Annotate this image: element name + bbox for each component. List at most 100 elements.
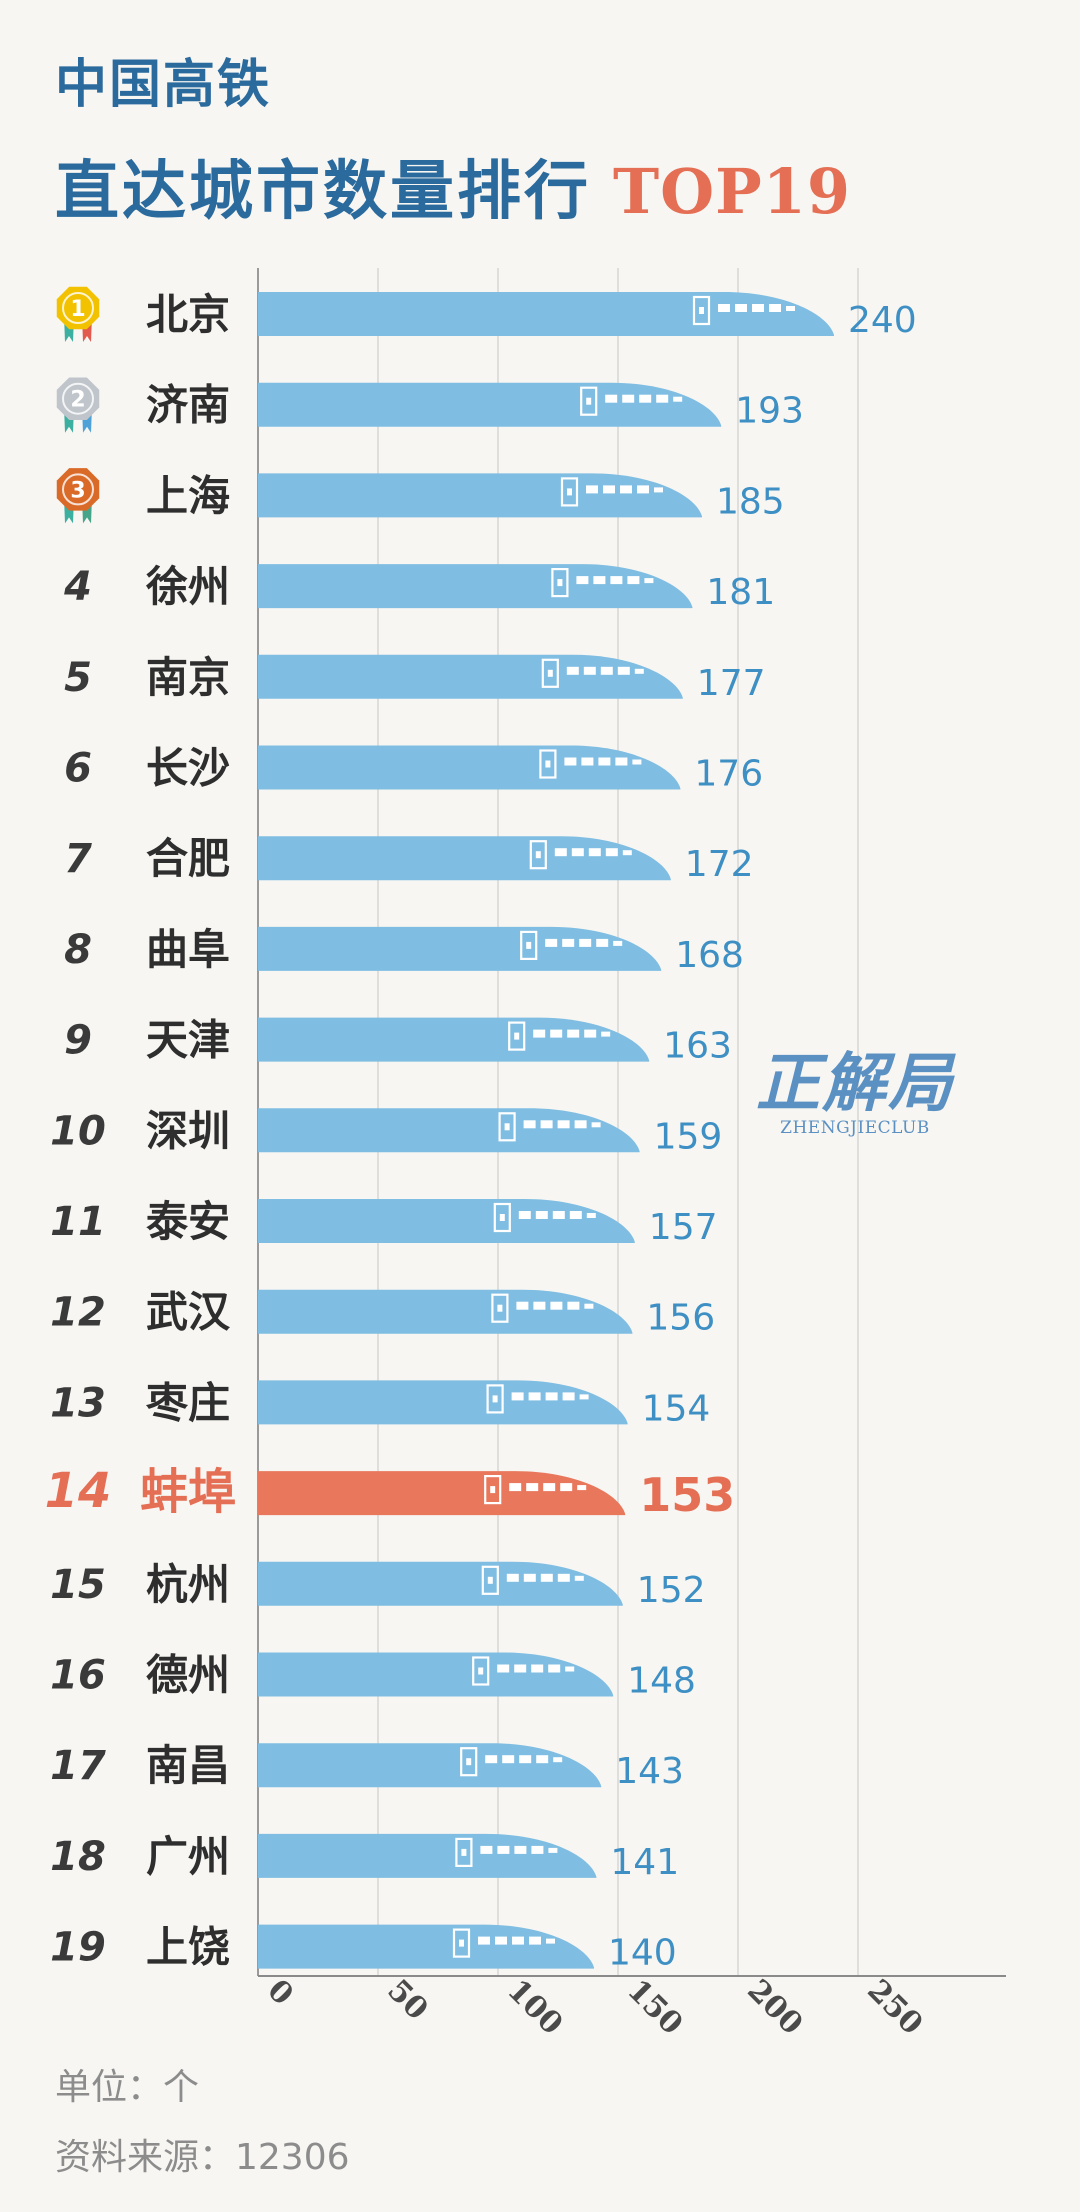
bar [258, 1199, 635, 1243]
medal-ring [62, 382, 94, 415]
train-door [452, 1928, 471, 1958]
train-window [553, 1757, 563, 1763]
city-label: 蚌埠 [140, 1464, 236, 1520]
bar-row: 8 曲阜 168 [64, 925, 744, 976]
train-window [603, 485, 615, 494]
rank-number: 15 [50, 1562, 106, 1608]
train-window [673, 396, 683, 402]
train-window [514, 1664, 527, 1673]
rank-number: 7 [64, 836, 92, 882]
train-window [565, 1666, 575, 1672]
train-window [615, 757, 628, 766]
train-door-window [547, 669, 553, 677]
bar [258, 1743, 602, 1788]
train-door [560, 477, 579, 507]
train-window [511, 1392, 524, 1401]
train-window [601, 1031, 611, 1037]
train-window [529, 1936, 541, 1945]
train-window [567, 1301, 580, 1310]
train-door-window [461, 1848, 467, 1856]
train-window [566, 666, 579, 675]
city-label: 枣庄 [145, 1378, 230, 1427]
train-window [610, 576, 623, 585]
city-label: 广州 [146, 1832, 230, 1881]
train-window [632, 759, 642, 765]
train-door-window [487, 1576, 493, 1584]
train-window [644, 578, 654, 584]
medal-rank: 3 [70, 478, 85, 503]
city-label: 南昌 [146, 1741, 230, 1790]
bar [258, 1833, 597, 1878]
bar [258, 1561, 623, 1606]
train-window [654, 487, 663, 493]
train-door-window [497, 1304, 503, 1312]
train-window [596, 938, 609, 947]
rank-number: 13 [50, 1380, 106, 1426]
medal-rank: 2 [70, 388, 85, 413]
train-window [752, 304, 764, 312]
train-door [692, 295, 711, 326]
train-window [581, 757, 594, 766]
train-window [523, 1573, 536, 1582]
footer-unit: 单位：个 [55, 2067, 200, 2108]
x-tick-label: 50 [380, 1973, 434, 2027]
train-door [460, 1747, 478, 1777]
train-door [539, 749, 557, 779]
train-window [528, 1392, 541, 1401]
train-door-window [492, 1395, 498, 1403]
bar [258, 836, 671, 881]
train-window [613, 940, 623, 946]
train-window [605, 848, 618, 857]
train-window [605, 394, 618, 403]
train-door [486, 1384, 504, 1414]
train-window [536, 1755, 549, 1764]
rank-number: 14 [45, 1463, 112, 1519]
train-window [552, 1211, 565, 1219]
train-window [564, 757, 577, 766]
train-door-window [466, 1758, 472, 1766]
train-window [545, 1392, 558, 1401]
train-door-window [499, 1214, 505, 1221]
train-door-window [699, 307, 704, 314]
watermark-logo-text: 正解局 [756, 1046, 954, 1121]
train-window [617, 666, 630, 675]
value-label: 163 [663, 1026, 732, 1067]
bar [258, 292, 834, 336]
train-window [519, 1755, 532, 1764]
train-window [571, 848, 584, 857]
watermark-subtext: ZHENGJIECLUB [780, 1118, 930, 1138]
bar-row: 18 广州 141 [50, 1832, 679, 1883]
train-door-window [459, 1939, 464, 1947]
train-window [584, 1303, 594, 1309]
train-door [520, 930, 538, 961]
train-window [557, 1573, 570, 1582]
bar-row: 17 南昌 143 [50, 1741, 684, 1792]
rank-number: 6 [64, 746, 92, 792]
bar [258, 1108, 640, 1153]
bar-row: 3 上海 185 [56, 468, 785, 524]
train-window [569, 1211, 582, 1219]
train-door-window [535, 851, 541, 859]
bar-row: 12 武汉 156 [50, 1288, 715, 1339]
bar [258, 1017, 650, 1062]
train-window [579, 1394, 589, 1400]
bar [258, 1924, 594, 1969]
x-tick-label: 250 [860, 1973, 929, 2040]
train-window [480, 1845, 493, 1854]
bar [258, 1471, 626, 1516]
bar-row: 6 长沙 176 [64, 744, 763, 795]
train-window [550, 1029, 563, 1038]
train-window [620, 485, 632, 494]
train-window [546, 1938, 555, 1944]
city-label: 深圳 [146, 1106, 230, 1155]
train-window [540, 1120, 553, 1129]
rank-number: 12 [50, 1290, 106, 1336]
value-label: 185 [716, 481, 785, 522]
train-window [557, 1120, 570, 1129]
value-label: 193 [735, 391, 804, 432]
rank-number: 4 [63, 564, 92, 610]
city-label: 南京 [146, 653, 230, 702]
bar-row: 16 德州 148 [50, 1651, 696, 1702]
city-label: 曲阜 [146, 925, 230, 974]
chart-title-accent: TOP19 [613, 155, 852, 228]
